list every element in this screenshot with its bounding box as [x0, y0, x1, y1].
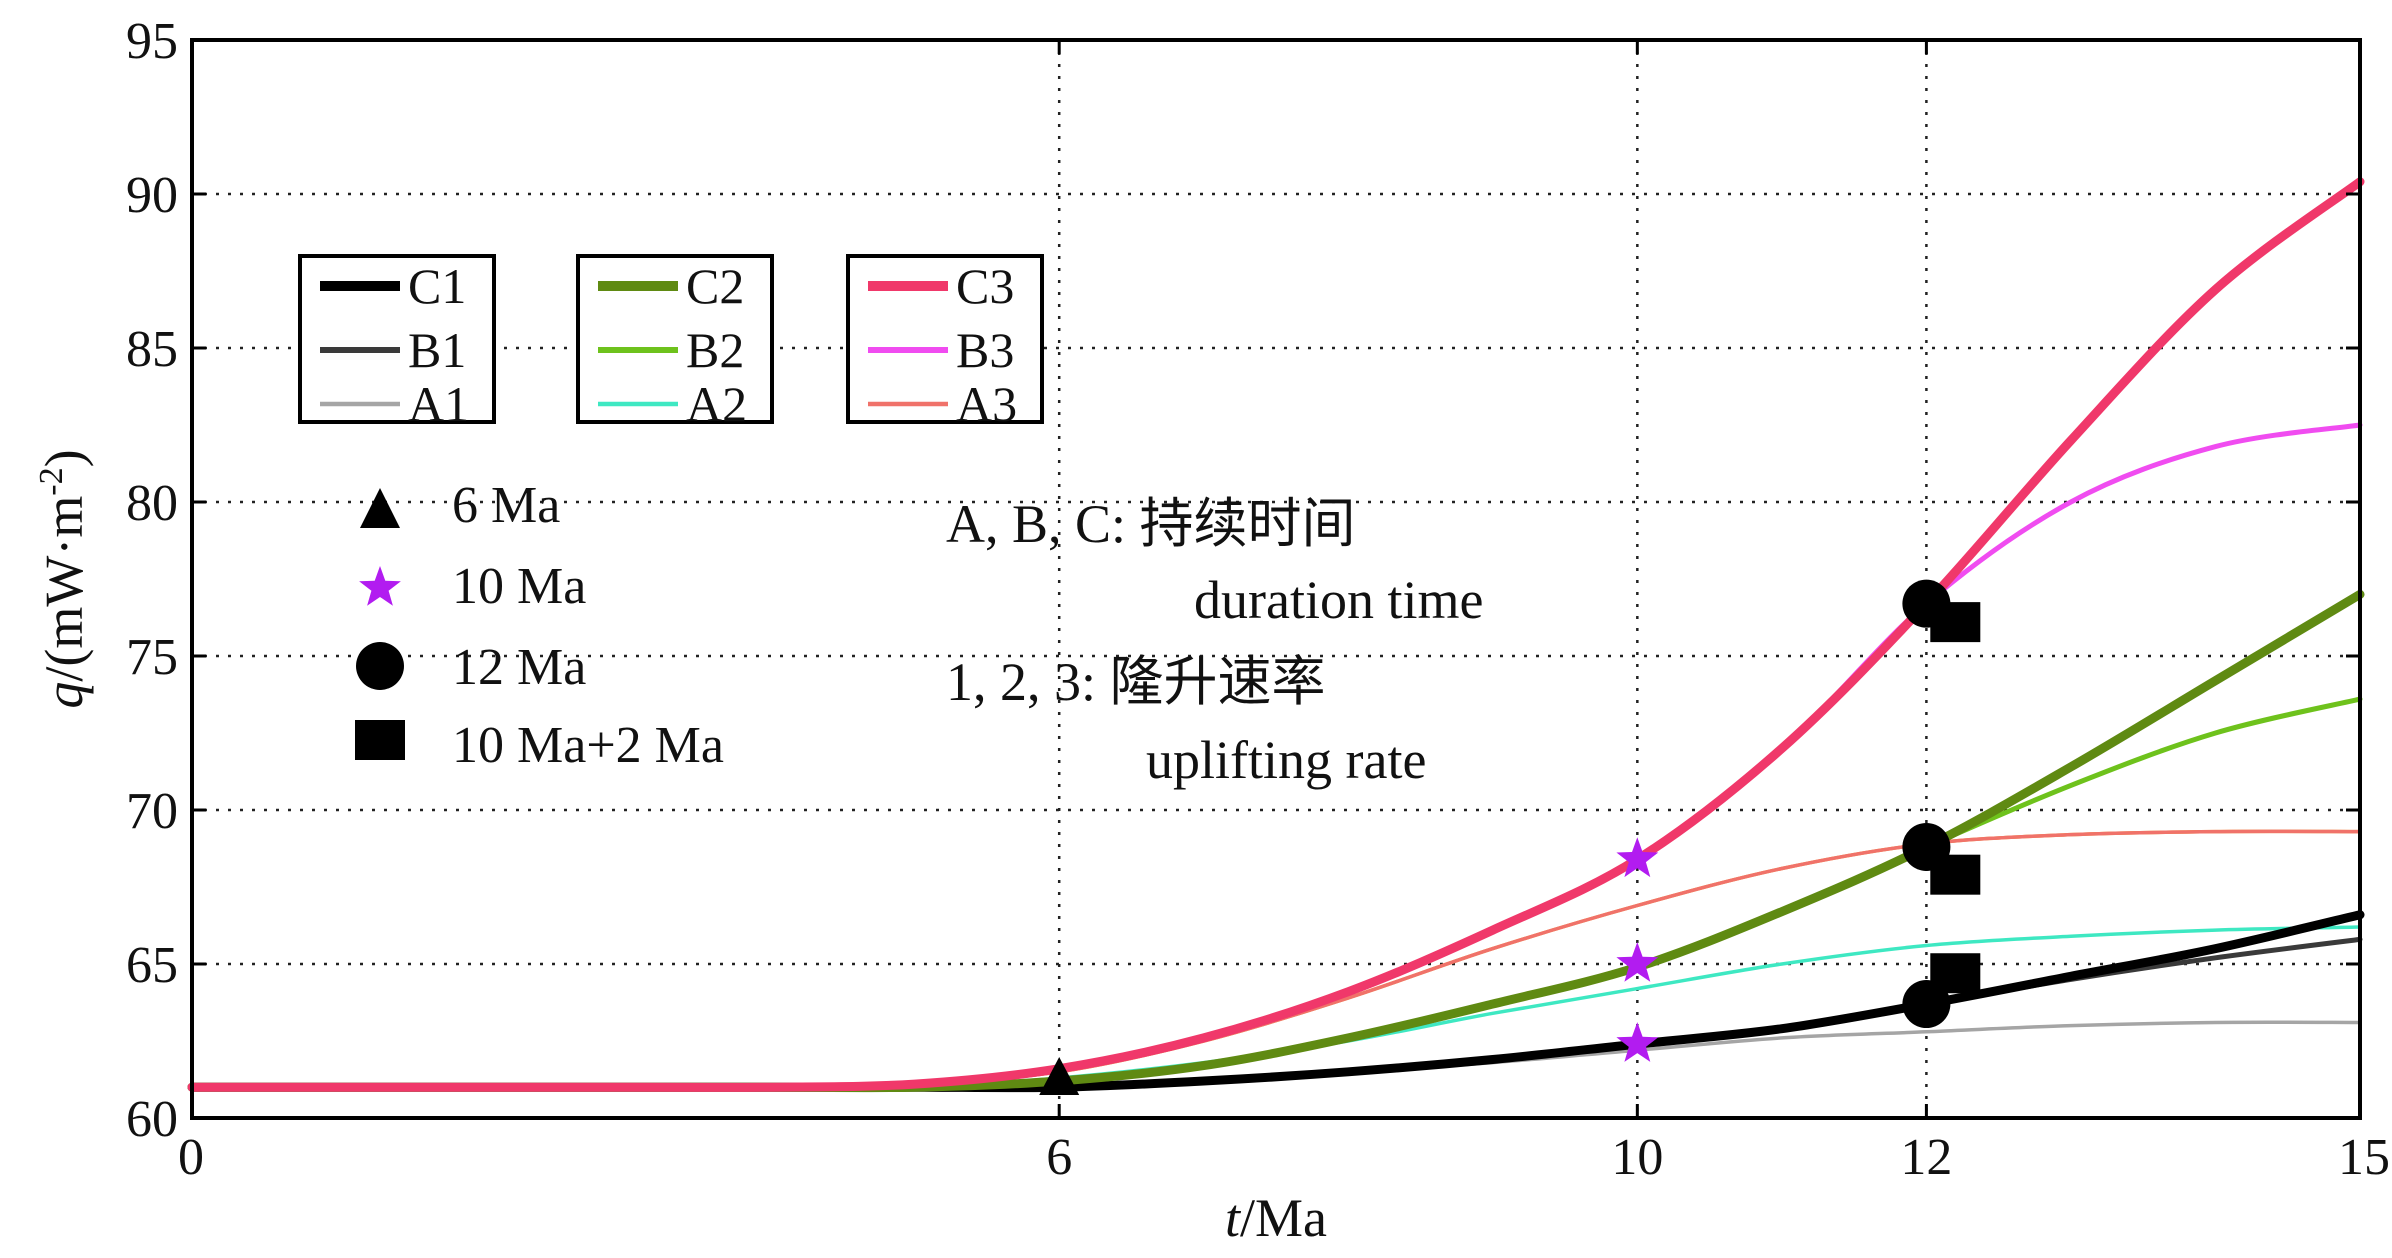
ticks: 0 6 10 12 15 60 65 70 75 80 85 90 95 [126, 13, 2390, 1186]
legend-label-c2: C2 [686, 258, 744, 314]
x-tick-label-12: 12 [1900, 1129, 1952, 1186]
x-tick-label-6: 6 [1046, 1129, 1072, 1186]
legend-label-a3: A3 [956, 376, 1017, 432]
marker-square-1 [1930, 854, 1981, 895]
y-axis-label-italic: q [34, 682, 94, 709]
legend-label-b1: B1 [408, 322, 466, 378]
legend-label-a1: A1 [408, 376, 469, 432]
y-tick-label-80: 80 [126, 475, 178, 532]
y-tick-label-95: 95 [126, 13, 178, 70]
y-axis-label-sup: -2 [33, 467, 70, 495]
annotation-duration-time: duration time [1194, 570, 1483, 630]
marker-star-2 [1616, 1022, 1659, 1062]
marker-triangle-0 [1039, 1057, 1080, 1096]
legend-marker-label-6ma: 6 Ma [452, 477, 560, 534]
annotation-abc: A, B, C: 持续时间 [946, 494, 1356, 554]
y-axis-label-close: ) [34, 449, 94, 467]
x-axis-label-rest: /Ma [1240, 1188, 1327, 1248]
marker-legend: 6 Ma 10 Ma 12 Ma 10 Ma+2 Ma [355, 477, 724, 774]
legend-label-c1: C1 [408, 258, 466, 314]
marker-star-0 [1616, 837, 1659, 878]
legend-star-icon [359, 566, 401, 606]
x-tick-label-15: 15 [2338, 1129, 2390, 1186]
series-line-c3 [187, 177, 2365, 1092]
legend-square-icon [355, 720, 405, 760]
x-tick-label-0: 0 [178, 1129, 204, 1186]
legend-triangle-icon [360, 488, 400, 528]
y-tick-label-85: 85 [126, 321, 178, 378]
y-axis-label-rest: /(mW·m [34, 496, 94, 682]
annotation-uplifting-rate: uplifting rate [1146, 730, 1426, 790]
marker-square-2 [1930, 953, 1981, 994]
y-tick-label-70: 70 [126, 783, 178, 840]
grid [192, 40, 2360, 1118]
marker-square-0 [1930, 602, 1981, 643]
y-tick-label-60: 60 [126, 1091, 178, 1148]
x-tick-label-10: 10 [1611, 1129, 1663, 1186]
y-axis-label: q/(mW·m-2) [33, 449, 94, 708]
legend-label-a2: A2 [686, 376, 747, 432]
x-axis-label-italic: t [1225, 1188, 1242, 1248]
legend-marker-label-10ma: 10 Ma [452, 558, 586, 615]
legend-marker-label-12ma: 12 Ma [452, 639, 586, 696]
legend-label-c3: C3 [956, 258, 1014, 314]
plot-frame [190, 38, 2362, 1120]
y-tick-label-90: 90 [126, 167, 178, 224]
marker-star-1 [1616, 942, 1659, 982]
legend-marker-label-10ma-2ma: 10 Ma+2 Ma [452, 717, 724, 774]
series-lines [187, 177, 2365, 1093]
event-markers [1039, 579, 1981, 1096]
y-tick-label-75: 75 [126, 629, 178, 686]
x-axis-label: t/Ma [1225, 1188, 1327, 1248]
y-tick-label-65: 65 [126, 937, 178, 994]
annotation-123: 1, 2, 3: 隆升速率 [946, 652, 1326, 712]
legend-label-b3: B3 [956, 322, 1014, 378]
legend-label-b2: B2 [686, 322, 744, 378]
legend-circle-icon [356, 642, 404, 690]
